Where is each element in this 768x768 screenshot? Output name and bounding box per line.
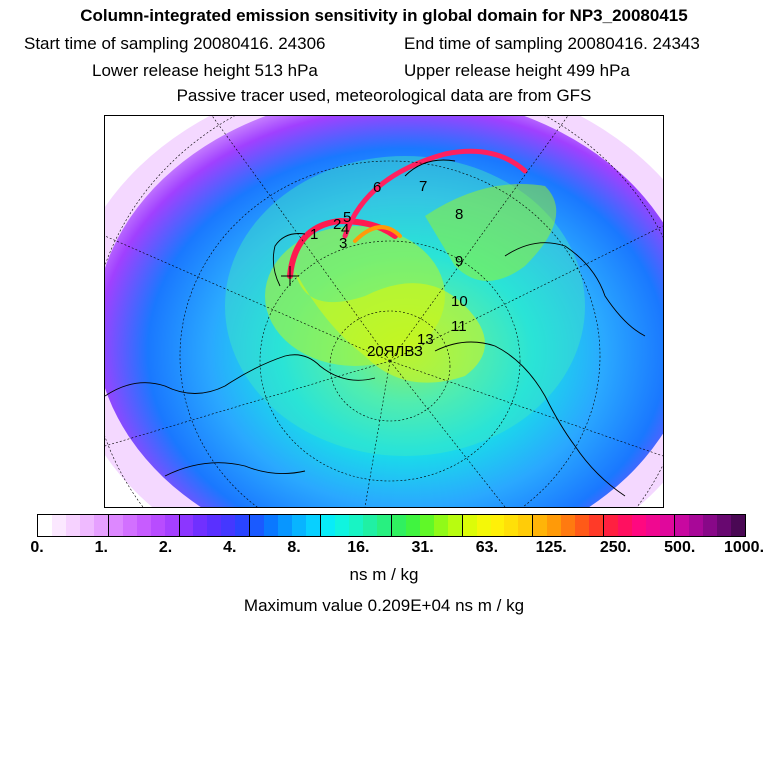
trajectory-label: 5 <box>343 209 351 226</box>
colorbar-segment <box>65 515 80 536</box>
start-time-label: Start time of sampling 20080416. 24306 <box>24 34 326 53</box>
colorbar-tick-label: 63. <box>475 539 499 556</box>
colorbar-segment <box>108 515 123 536</box>
colorbar-segment <box>136 515 151 536</box>
upper-release-label: Upper release height 499 hPa <box>404 61 630 80</box>
trajectory-label: 13 <box>417 331 434 348</box>
colorbar-tick-label: 1000. <box>723 539 765 556</box>
trajectory-label: 8 <box>455 206 463 223</box>
trajectory-label: 7 <box>419 178 427 195</box>
colorbar-segment <box>518 515 534 536</box>
colorbar-tick-label: 500. <box>664 539 696 556</box>
trajectory-label: 3 <box>339 235 347 252</box>
colorbar-segment <box>730 515 745 536</box>
colorbar-segment <box>376 515 392 536</box>
colorbar-segment <box>193 515 208 536</box>
colorbar-segment <box>476 515 491 536</box>
colorbar-tick-label: 8. <box>287 539 301 556</box>
colorbar-segment <box>250 515 265 536</box>
map-canvas: 1 2 3 4 5 6 7 8 9 10 11 13 20ЯЛВЗ <box>105 116 663 507</box>
units-label: ns m / kg <box>349 565 419 584</box>
trajectory-label: 11 <box>451 318 467 335</box>
colorbar-segment <box>335 515 349 536</box>
colorbar-segment <box>716 515 731 536</box>
colorbar-tick-label: 0. <box>30 539 44 556</box>
maximum-value-label: Maximum value 0.209E+04 ns m / kg <box>243 596 525 615</box>
colorbar-segment <box>306 515 322 536</box>
colorbar-segment <box>419 515 434 536</box>
trajectory-labels: 1 2 3 4 5 6 7 8 9 10 11 13 20ЯЛВЗ <box>310 178 468 360</box>
colorbar-segment <box>561 515 576 536</box>
colorbar-segment <box>235 515 251 536</box>
release-point-marker <box>281 266 299 286</box>
colorbar-segment <box>221 515 236 536</box>
colorbar-tick-label: 4. <box>223 539 237 556</box>
trajectory-label: 9 <box>455 253 463 270</box>
trajectory-plume <box>287 148 528 279</box>
colorbar-segment <box>462 515 477 536</box>
colorbar-segment <box>79 515 94 536</box>
tracer-note: Passive tracer used, meteorological data… <box>176 86 592 105</box>
colorbar-tick-label: 1. <box>94 539 108 556</box>
colorbar-tick-label: 250. <box>599 539 632 556</box>
colorbar-segment <box>391 515 406 536</box>
graticule <box>105 116 663 507</box>
colorbar-segment <box>645 515 660 536</box>
colorbar-segment <box>702 515 717 536</box>
colorbar-segment <box>207 515 222 536</box>
colorbar-segment <box>38 515 52 536</box>
trajectory-label: 6 <box>373 179 381 196</box>
colorbar-segment <box>321 515 336 536</box>
colorbar-segment <box>575 515 590 536</box>
colorbar <box>37 514 746 537</box>
end-time-label: End time of sampling 20080416. 24343 <box>404 34 700 53</box>
colorbar-segment <box>278 515 293 536</box>
colorbar-segment <box>292 515 307 536</box>
colorbar-segment <box>604 515 619 536</box>
colorbar-segment <box>348 515 363 536</box>
trajectory-label: 1 <box>310 226 318 243</box>
colorbar-segment <box>589 515 605 536</box>
colorbar-tick-label: 125. <box>535 539 567 556</box>
colorbar-segment <box>362 515 377 536</box>
colorbar-segment <box>150 515 165 536</box>
colorbar-segment <box>618 515 633 536</box>
colorbar-segment <box>547 515 562 536</box>
trajectory-label: 10 <box>451 293 468 310</box>
colorbar-tick-label: 31. <box>411 539 434 556</box>
sensitivity-map: 1 2 3 4 5 6 7 8 9 10 11 13 20ЯЛВЗ <box>104 115 664 508</box>
colorbar-segment <box>632 515 646 536</box>
colorbar-segment <box>122 515 137 536</box>
colorbar-segment <box>490 515 505 536</box>
trajectory-label: 4 <box>341 221 349 238</box>
colorbar-segment <box>674 515 689 536</box>
colorbar-segment <box>179 515 194 536</box>
colorbar-tick-label: 16. <box>347 539 370 556</box>
colorbar-segment <box>93 515 109 536</box>
colorbar-segment <box>51 515 66 536</box>
colorbar-segment <box>405 515 420 536</box>
lower-release-label: Lower release height 513 hPa <box>92 61 318 80</box>
colorbar-segment <box>447 515 463 536</box>
coastlines <box>105 159 646 497</box>
colorbar-tick-label: 2. <box>158 539 173 556</box>
colorbar-segment <box>164 515 180 536</box>
trajectory-label: 20ЯЛВЗ <box>367 343 423 360</box>
trajectory-label: 2 <box>333 216 341 233</box>
colorbar-segment <box>688 515 703 536</box>
colorbar-segment <box>264 515 279 536</box>
colorbar-segment <box>659 515 675 536</box>
colorbar-segment <box>504 515 519 536</box>
figure-title: Column-integrated emission sensitivity i… <box>80 6 688 25</box>
colorbar-segment <box>433 515 448 536</box>
colorbar-segment <box>533 515 548 536</box>
